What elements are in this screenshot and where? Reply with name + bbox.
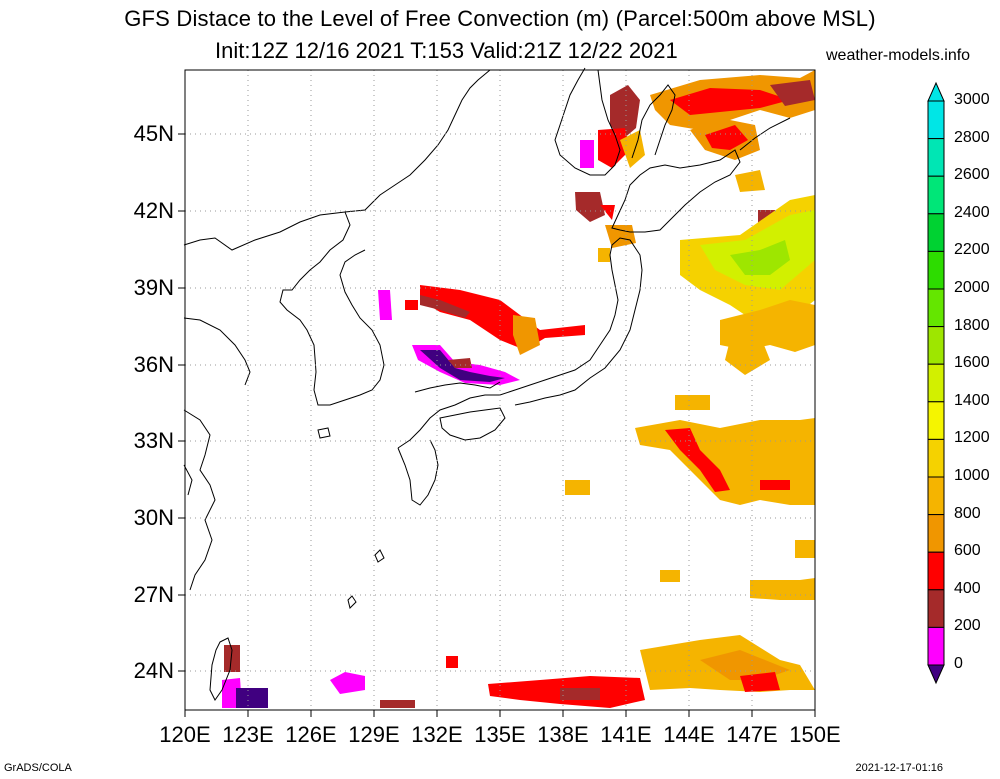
colorbar-swatch xyxy=(927,363,945,403)
colorbar-label: 2000 xyxy=(954,279,990,296)
timestamp-text: 2021-12-17-01:16 xyxy=(855,762,943,774)
colorbar-label: 1200 xyxy=(954,429,990,447)
lon-label-120e: 120E xyxy=(159,722,211,747)
colorbar-label: 2200 xyxy=(954,241,990,259)
colorbar-swatch xyxy=(927,551,945,591)
colorbar-label: 2600 xyxy=(954,166,990,184)
colorbar-swatch xyxy=(927,589,945,628)
colorbar-swatch xyxy=(927,401,945,440)
site-name: weather-models.info xyxy=(826,47,971,64)
colorbar-swatch xyxy=(927,514,945,553)
colorbar-label: 2800 xyxy=(954,128,990,146)
lat-label-30n: 30N xyxy=(133,505,174,530)
colorbar-label: 3000 xyxy=(954,91,990,108)
colorbar-label: 1000 xyxy=(954,467,990,484)
colorbar-label: 200 xyxy=(954,617,981,635)
colorbar-swatch xyxy=(927,288,945,328)
colorbar-label: 800 xyxy=(954,504,981,522)
colorbar-label: 0 xyxy=(954,655,963,672)
colorbar-top-arrow xyxy=(927,81,945,102)
lat-label-27n: 27N xyxy=(133,582,174,607)
lon-label-129e: 129E xyxy=(348,722,400,747)
colorbar-swatch xyxy=(927,476,945,516)
chart-subtitle: Init:12Z 12/16 2021 T:153 Valid:21Z 12/2… xyxy=(215,38,678,63)
lat-label-24n: 24N xyxy=(133,658,174,683)
lat-label-45n: 45N xyxy=(133,121,174,146)
colorbar-label: 600 xyxy=(954,542,981,560)
colorbar-swatch xyxy=(927,326,945,365)
colorbar-label: 400 xyxy=(954,579,981,597)
colorbar-label: 1600 xyxy=(954,354,990,372)
colorbar-swatch xyxy=(927,438,945,478)
colorbar-bottom-arrow xyxy=(927,664,945,685)
coastlines xyxy=(183,67,791,701)
lon-label-132e: 132E xyxy=(411,722,463,747)
lat-label-39n: 39N xyxy=(133,275,174,300)
map-frame xyxy=(178,67,816,717)
lon-label-123e: 123E xyxy=(222,722,274,747)
lon-label-150e: 150E xyxy=(789,722,841,747)
tick-marks xyxy=(178,133,816,717)
lon-label-138e: 138E xyxy=(537,722,589,747)
lon-label-135e: 135E xyxy=(474,722,526,747)
lon-label-144e: 144E xyxy=(663,722,715,747)
lon-label-141e: 141E xyxy=(600,722,652,747)
lon-label-147e: 147E xyxy=(726,722,778,747)
colorbar-swatch xyxy=(927,213,945,252)
lfc-field xyxy=(222,70,815,708)
credit-text: GrADS/COLA xyxy=(4,762,72,774)
colorbar-swatch xyxy=(927,175,945,215)
lat-label-36n: 36N xyxy=(133,352,174,377)
colorbar-swatch xyxy=(927,100,945,140)
colorbar-swatch xyxy=(927,626,945,666)
chart-title: GFS Distace to the Level of Free Convect… xyxy=(124,6,876,31)
lat-label-42n: 42N xyxy=(133,198,174,223)
grid-lines xyxy=(185,70,815,710)
lon-label-126e: 126E xyxy=(285,722,337,747)
lat-label-33n: 33N xyxy=(133,428,174,453)
colorbar-label: 2400 xyxy=(954,203,990,221)
colorbar-swatch xyxy=(927,138,945,177)
colorbar xyxy=(927,81,945,685)
colorbar-label: 1800 xyxy=(954,316,990,334)
colorbar-swatch xyxy=(927,250,945,290)
colorbar-label: 1400 xyxy=(954,391,990,409)
